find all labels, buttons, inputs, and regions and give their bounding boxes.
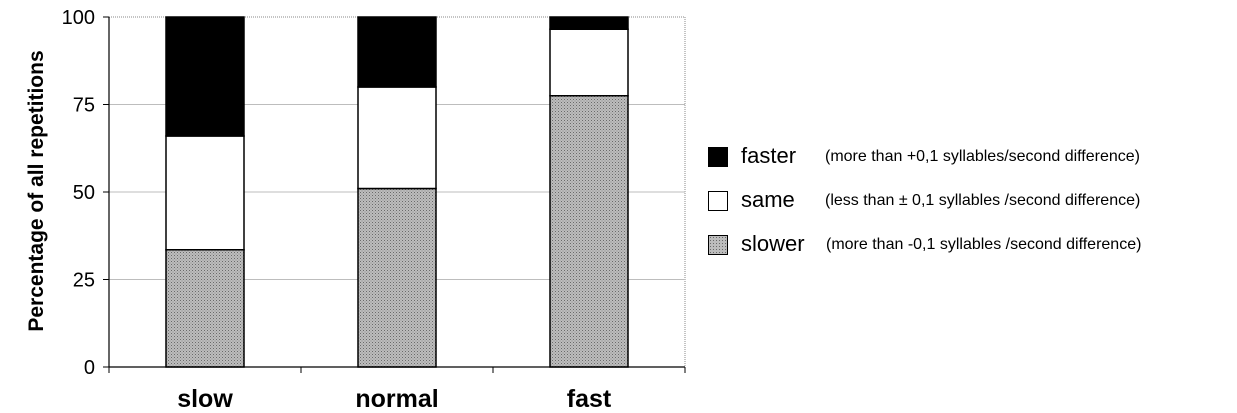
y-tick-labels: 0 25 50 75 100 xyxy=(62,7,95,379)
legend-desc-same: (less than ± 0,1 syllables /second diffe… xyxy=(825,192,1141,209)
bar-slower-fast xyxy=(549,95,629,368)
y-tick-label: 25 xyxy=(73,270,95,292)
slower-swatch xyxy=(708,235,728,255)
bar-faster-slow xyxy=(165,16,245,137)
legend-desc-slower: (more than -0,1 syllables /second differ… xyxy=(826,236,1142,253)
y-tick-label: 0 xyxy=(84,357,95,379)
x-category-label: normal xyxy=(355,385,438,413)
x-category-label: slow xyxy=(177,385,233,413)
axes xyxy=(103,16,686,373)
bar-same-slow xyxy=(165,135,245,251)
legend-label-faster: faster xyxy=(741,143,797,168)
x-category-label: fast xyxy=(567,385,612,413)
y-axis-label: Percentage of all repetitions xyxy=(25,50,48,331)
bars xyxy=(165,16,629,368)
y-tick-label: 75 xyxy=(73,95,95,117)
category-labels: slow normal fast xyxy=(177,385,612,413)
bar-same-fast xyxy=(549,28,629,97)
legend-label-slower: slower xyxy=(741,231,805,256)
legend-label-same: same xyxy=(741,187,795,212)
bar-faster-fast xyxy=(549,16,629,30)
same-swatch xyxy=(708,191,728,211)
y-tick-label: 100 xyxy=(62,7,95,29)
bar-slower-slow xyxy=(165,249,245,368)
bar-same-normal xyxy=(357,86,437,190)
bar-faster-normal xyxy=(357,16,437,88)
bar-slower-normal xyxy=(357,187,437,368)
y-tick-label: 50 xyxy=(73,182,95,204)
faster-swatch xyxy=(708,147,728,167)
legend-desc-faster: (more than +0,1 syllables/second differe… xyxy=(825,148,1140,165)
